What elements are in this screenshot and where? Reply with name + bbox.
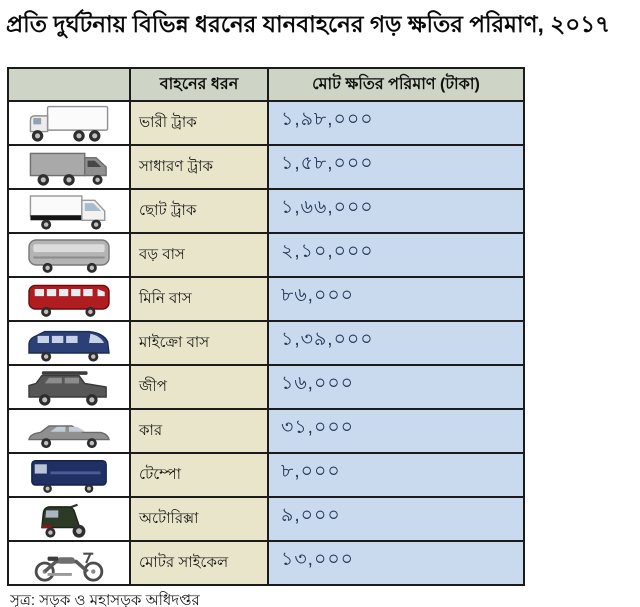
table-row: ভারী ট্রাক ১,৯৮,০০০ [7, 100, 525, 146]
tempo-icon [10, 455, 128, 495]
damage-amount-value: ৯,০০০ [267, 496, 525, 542]
vehicle-icon-cell [7, 188, 131, 234]
vehicle-icon-cell [7, 144, 131, 190]
jeep-icon [10, 367, 128, 407]
vehicle-type-label: ভারী ট্রাক [129, 100, 269, 146]
vehicle-type-label: মিনি বাস [129, 276, 269, 322]
vehicle-type-label: জীপ [129, 364, 269, 410]
table-header-row: বাহনের ধরন মোট ক্ষতির পরিমাণ (টাকা) [7, 67, 525, 102]
vehicle-icon-cell [7, 100, 131, 146]
micro-bus-icon [10, 323, 128, 363]
table-row: টেম্পো ৮,০০০ [7, 452, 525, 498]
big-bus-icon [10, 235, 128, 275]
damage-amount-value: ১৩,০০০ [267, 540, 525, 586]
damage-amount-value: ৮,০০০ [267, 452, 525, 498]
damage-amount-value: ২,১০,০০০ [267, 232, 525, 278]
mini-bus-icon [10, 279, 128, 319]
vehicle-icon-cell [7, 452, 131, 498]
damage-amount-value: ১,৩৯,০০০ [267, 320, 525, 366]
vehicle-type-label: টেম্পো [129, 452, 269, 498]
table-row: সাধারণ ট্রাক ১,৫৮,০০০ [7, 144, 525, 190]
table-row: বড় বাস ২,১০,০০০ [7, 232, 525, 278]
table-row: মোটর সাইকেল ১৩,০০০ [7, 540, 525, 586]
table-row: মিনি বাস ৮৬,০০০ [7, 276, 525, 322]
general-truck-icon [10, 147, 128, 187]
icon-column-header [7, 67, 131, 102]
vehicle-type-label: মোটর সাইকেল [129, 540, 269, 586]
table-row: অটোরিক্সা ৯,০০০ [7, 496, 525, 542]
damage-amount-value: ১৬,০০০ [267, 364, 525, 410]
table-row: কার ৩১,০০০ [7, 408, 525, 454]
table-row: ছোট ট্রাক ১,৬৬,০০০ [7, 188, 525, 234]
damage-amount-value: ১,৬৬,০০০ [267, 188, 525, 234]
vehicle-icon-cell [7, 496, 131, 542]
vehicle-type-label: মাইক্রো বাস [129, 320, 269, 366]
motorcycle-icon [10, 543, 128, 583]
amount-header: মোট ক্ষতির পরিমাণ (টাকা) [267, 67, 525, 102]
table-row: মাইক্রো বাস ১,৩৯,০০০ [7, 320, 525, 366]
damage-amount-value: ৩১,০০০ [267, 408, 525, 454]
small-truck-icon [10, 191, 128, 231]
vehicle-icon-cell [7, 540, 131, 586]
vehicle-type-label: অটোরিক্সা [129, 496, 269, 542]
source-note: সূত্র: সড়ক ও মহাসড়ক অধিদপ্তর [10, 592, 200, 607]
vehicle-icon-cell [7, 320, 131, 366]
vehicle-type-label: সাধারণ ট্রাক [129, 144, 269, 190]
vehicle-type-label: কার [129, 408, 269, 454]
damage-amount-value: ১,৯৮,০০০ [267, 100, 525, 146]
heavy-truck-icon [10, 103, 128, 143]
damage-amount-value: ১,৫৮,০০০ [267, 144, 525, 190]
vehicle-damage-table: বাহনের ধরন মোট ক্ষতির পরিমাণ (টাকা) ভারী… [7, 67, 525, 586]
vehicle-icon-cell [7, 364, 131, 410]
table-row: জীপ ১৬,০০০ [7, 364, 525, 410]
vehicle-type-label: ছোট ট্রাক [129, 188, 269, 234]
vehicle-type-header: বাহনের ধরন [129, 67, 269, 102]
damage-amount-value: ৮৬,০০০ [267, 276, 525, 322]
page-title: প্রতি দুর্ঘটনায় বিভিন্ন ধরনের যানবাহনের… [6, 11, 611, 37]
vehicle-type-label: বড় বাস [129, 232, 269, 278]
car-icon [10, 411, 128, 451]
vehicle-icon-cell [7, 408, 131, 454]
auto-rickshaw-icon [10, 499, 128, 539]
vehicle-icon-cell [7, 232, 131, 278]
vehicle-icon-cell [7, 276, 131, 322]
